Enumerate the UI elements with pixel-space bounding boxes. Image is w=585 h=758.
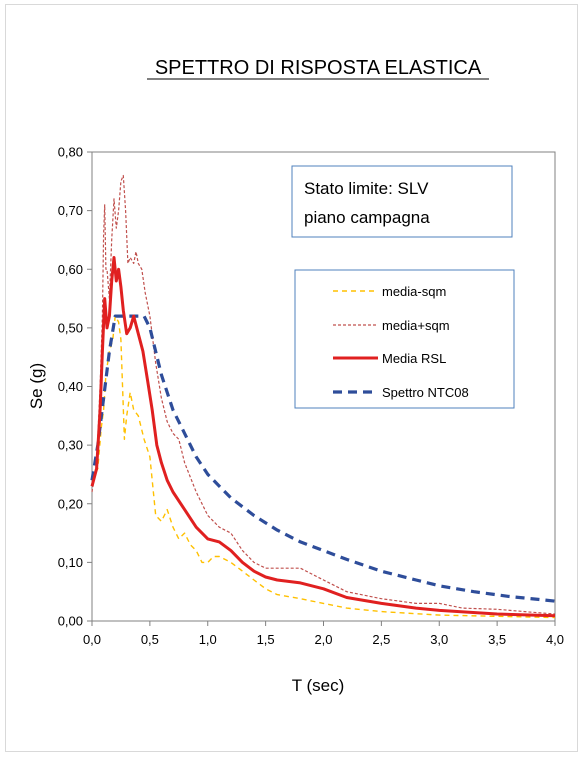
x-tick-label: 2,0 [314, 632, 332, 647]
y-tick-label: 0,00 [58, 614, 83, 629]
y-tick-label: 0,20 [58, 496, 83, 511]
x-tick-label: 0,5 [141, 632, 159, 647]
y-tick-label: 0,40 [58, 379, 83, 394]
y-tick-label: 0,10 [58, 555, 83, 570]
x-tick-label: 1,5 [257, 632, 275, 647]
axis-ticks: 0,0 0,5 1,0 1,5 2,0 2,5 3,0 3,5 4,0 0,00 0,10 0,20 0… [58, 145, 564, 648]
series-line-spettro-ntc08 [90, 314, 556, 603]
annotation-line-1: Stato limite: SLV [304, 179, 429, 198]
x-tick-label: 0,0 [83, 632, 101, 647]
legend-box [294, 269, 515, 409]
x-tick-label: 3,5 [488, 632, 506, 647]
y-tick-label: 0,60 [58, 262, 83, 277]
x-tick-label: 3,0 [430, 632, 448, 647]
x-tick-label: 1,0 [199, 632, 217, 647]
x-axis-title: T (sec) [292, 676, 345, 695]
y-tick-label: 0,50 [58, 320, 83, 335]
chart-title: SPETTRO DI RISPOSTA ELASTICA [155, 57, 482, 79]
series-line-media-sqm [91, 315, 556, 619]
annotation-box [291, 165, 513, 238]
y-tick-label: 0,70 [58, 203, 83, 218]
y-tick-label: 0,80 [58, 145, 83, 160]
series-line-media-rsl [90, 256, 556, 618]
legend-label: media-sqm [382, 284, 446, 299]
y-tick-label: 0,30 [58, 438, 83, 453]
legend-label: Spettro NTC08 [382, 385, 469, 400]
legend-label: Media RSL [382, 351, 446, 366]
x-tick-label: 2,5 [372, 632, 390, 647]
y-axis-title: Se (g) [27, 363, 46, 409]
legend: media-sqm media+sqm Media RSL Spettro NTC08 [333, 284, 469, 400]
series-layer [90, 174, 556, 619]
legend-label: media+sqm [382, 318, 450, 333]
annotation-line-2: piano campagna [304, 208, 430, 227]
x-tick-label: 4,0 [546, 632, 564, 647]
